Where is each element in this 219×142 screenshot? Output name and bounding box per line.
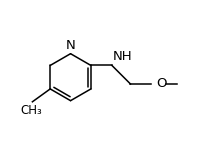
Text: O: O [156,78,167,90]
Text: CH₃: CH₃ [20,104,42,117]
Text: N: N [66,39,75,52]
Text: NH: NH [113,50,133,63]
